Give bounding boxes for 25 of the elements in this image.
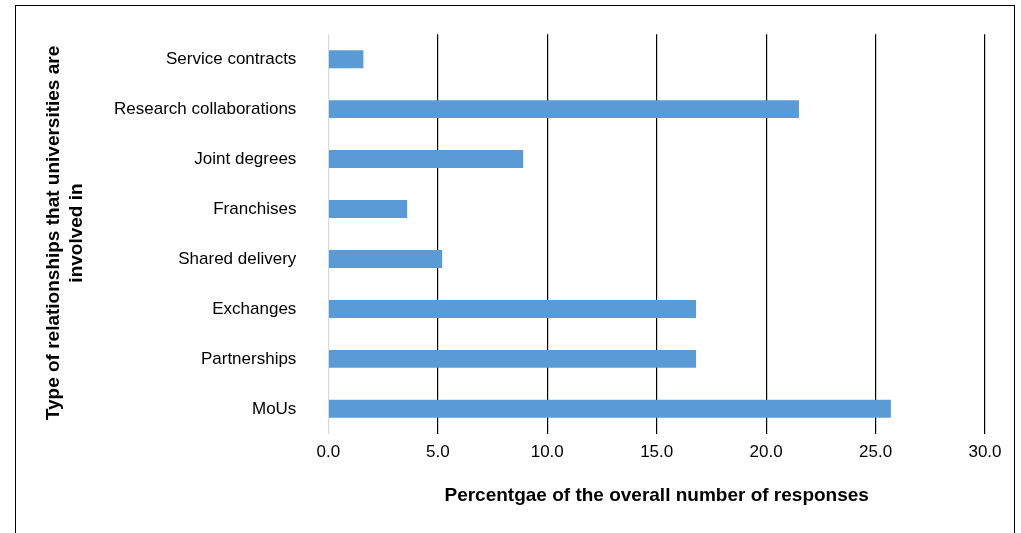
y-tick-label: Research collaborations xyxy=(113,98,297,118)
bar xyxy=(328,150,524,169)
y-tick-label: Exchanges xyxy=(212,298,297,318)
y-tick-label: Service contracts xyxy=(165,48,297,68)
x-tick-label: 10.0 xyxy=(530,441,564,461)
bar xyxy=(328,349,697,368)
y-tick-label: Franchises xyxy=(213,198,297,218)
bar xyxy=(328,100,799,119)
y-tick-label: Joint degrees xyxy=(194,148,297,168)
bar xyxy=(328,200,408,219)
x-tick-label: 15.0 xyxy=(640,441,674,461)
y-tick-label: Partnerships xyxy=(200,348,297,368)
y-axis-title: Type of relationships that universities are involved in xyxy=(41,45,86,421)
x-tick-label: 25.0 xyxy=(859,441,893,461)
x-tick-label: 5.0 xyxy=(425,441,450,461)
bar xyxy=(328,249,443,268)
x-tick-label: 0.0 xyxy=(316,441,341,461)
bar xyxy=(328,399,891,418)
x-tick-label: 30.0 xyxy=(968,441,1002,461)
y-tick-label: MoUs xyxy=(251,398,297,418)
y-tick-label: Shared delivery xyxy=(178,248,297,268)
bar xyxy=(328,50,364,69)
bar xyxy=(328,299,697,318)
x-tick-label: 20.0 xyxy=(749,441,783,461)
x-axis-title: Percentgae of the overall number of responses xyxy=(444,483,869,505)
